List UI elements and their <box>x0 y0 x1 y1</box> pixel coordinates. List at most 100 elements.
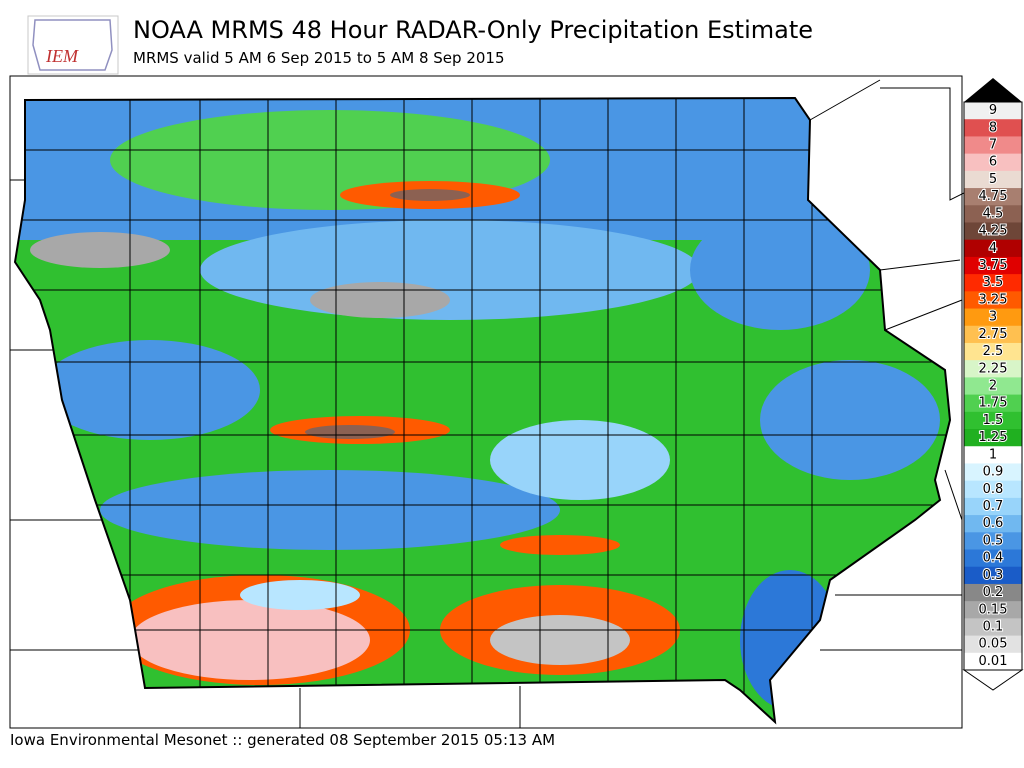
colorbar-label: 7 <box>989 138 997 153</box>
colorbar-label: 3.75 <box>979 258 1008 273</box>
colorbar-swatch <box>964 222 1022 241</box>
colorbar-swatch <box>964 377 1022 396</box>
colorbar-label: 5 <box>989 172 997 187</box>
colorbar-label: 0.05 <box>979 637 1008 652</box>
colorbar-label: 0.1 <box>983 619 1004 634</box>
colorbar-swatch <box>964 497 1022 516</box>
precip-area <box>200 220 700 320</box>
colorbar-label: 4.5 <box>983 206 1004 221</box>
colorbar-max-arrow <box>964 78 1022 102</box>
logo-outline <box>32 19 113 71</box>
colorbar-swatch <box>964 136 1022 155</box>
logo-text: IEM <box>45 46 79 66</box>
colorbar-swatch <box>964 153 1022 172</box>
colorbar-swatch <box>964 446 1022 464</box>
logo-box <box>27 15 119 75</box>
colorbar-swatch <box>964 239 1022 258</box>
colorbar-label: 3.25 <box>979 292 1008 307</box>
colorbar: 9 8 7 6 5 4.75 4.5 4.25 4 3.75 3.5 3.25 3 2.75 2.5 2.25… <box>962 78 1024 691</box>
logo: IEM <box>27 15 119 75</box>
colorbar-swatch <box>964 325 1022 344</box>
subtitle: MRMS valid 5 AM 6 Sep 2015 to 5 AM 8 Sep… <box>133 49 505 67</box>
colorbar-label: 0.2 <box>983 585 1004 600</box>
colorbar-label: 0.4 <box>983 551 1004 566</box>
colorbar-swatch <box>964 274 1022 292</box>
colorbar-label: 0.15 <box>979 602 1008 617</box>
precip-area <box>490 420 670 500</box>
colorbar-min-arrow <box>962 669 1024 691</box>
colorbar-label: 1.5 <box>983 413 1004 428</box>
colorbar-swatch <box>964 170 1022 189</box>
colorbar-label: 1.25 <box>979 430 1008 445</box>
precip-area <box>500 535 620 555</box>
colorbar-label: 3 <box>989 310 997 325</box>
colorbar-label: 0.7 <box>983 499 1004 514</box>
state-lines <box>10 79 1011 728</box>
colorbar-swatch <box>964 429 1022 447</box>
colorbar-label: 4.75 <box>979 189 1008 204</box>
colorbar-swatch <box>964 360 1022 378</box>
colorbar-swatch <box>964 394 1022 413</box>
precip-area <box>390 189 470 201</box>
colorbar-swatch <box>964 102 1022 120</box>
iowa-border <box>13 96 952 725</box>
colorbar-swatch <box>964 618 1022 637</box>
county-lines <box>15 98 950 722</box>
precip-area <box>240 580 360 610</box>
colorbar-label: 3.5 <box>983 275 1004 290</box>
colorbar-label: 2.75 <box>979 327 1008 342</box>
colorbar-label: 1.75 <box>979 396 1008 411</box>
colorbar-swatch <box>964 549 1022 568</box>
precip-area <box>690 210 870 330</box>
colorbar-label: 0.3 <box>983 568 1004 583</box>
colorbar-swatch <box>964 566 1022 585</box>
colorbar-label: 8 <box>989 120 997 135</box>
colorbar-label: 4.25 <box>979 224 1008 239</box>
colorbar-swatch <box>964 601 1022 619</box>
colorbar-label: 0.9 <box>983 465 1004 480</box>
precip-field <box>15 98 950 722</box>
title: NOAA MRMS 48 Hour RADAR-Only Precipitati… <box>133 16 813 44</box>
colorbar-swatch <box>964 480 1022 499</box>
neighbor-borders <box>10 79 1011 728</box>
colorbar-swatch <box>964 635 1022 654</box>
colorbar-label: 4 <box>989 241 997 256</box>
colorbar-label: 0.6 <box>983 516 1004 531</box>
precip-area <box>130 600 370 680</box>
county-grid <box>15 98 950 722</box>
colorbar-label: 9 <box>989 103 997 118</box>
colorbar-swatch <box>964 205 1022 223</box>
colorbar-swatch <box>964 652 1022 671</box>
colorbar-label: 2.25 <box>979 361 1008 376</box>
colorbar-swatch <box>964 119 1022 137</box>
map <box>9 75 1011 729</box>
colorbar-label: 0.5 <box>983 533 1004 548</box>
colorbar-swatch <box>964 463 1022 482</box>
precip-area <box>305 425 395 439</box>
precip-area <box>490 615 630 665</box>
precip-area <box>40 340 260 440</box>
colorbar-swatch <box>964 342 1022 361</box>
colorbar-swatch <box>964 188 1022 206</box>
footer: Iowa Environmental Mesonet :: generated … <box>10 731 555 749</box>
colorbar-swatch <box>964 583 1022 602</box>
precip-area <box>760 360 940 480</box>
precip-area <box>310 282 450 318</box>
colorbar-swatch <box>964 515 1022 533</box>
colorbar-label: 6 <box>989 155 997 170</box>
colorbar-swatch <box>964 532 1022 551</box>
colorbar-swatch <box>964 256 1022 275</box>
colorbar-label: 2 <box>989 379 997 394</box>
colorbar-frame <box>963 101 1023 671</box>
colorbar-swatch <box>964 308 1022 327</box>
colorbar-swatch <box>964 411 1022 430</box>
colorbar-label: 1 <box>989 447 997 462</box>
colorbar-label: 2.5 <box>983 344 1004 359</box>
precip-area <box>100 470 560 550</box>
colorbar-label: 0.8 <box>983 482 1004 497</box>
colorbar-label: 0.01 <box>979 654 1008 669</box>
precip-area <box>30 232 170 268</box>
colorbar-swatch <box>964 291 1022 310</box>
